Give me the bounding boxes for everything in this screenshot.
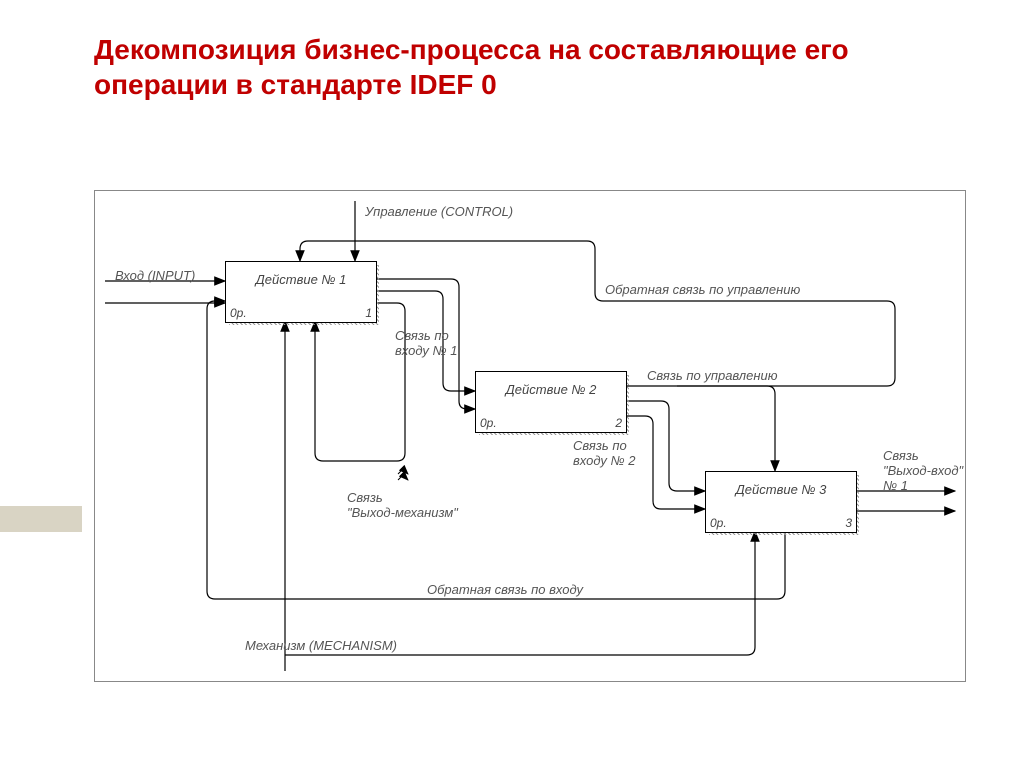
box-title: Действие № 3: [706, 482, 856, 497]
label-fb-input: Обратная связь по входу: [427, 583, 583, 598]
page-title: Декомпозиция бизнес-процесса на составля…: [94, 32, 924, 102]
label-mechanism: Механизм (MECHANISM): [245, 639, 397, 654]
label-out-mech: Связь "Выход-механизм": [347, 491, 458, 521]
box-br: 2: [615, 416, 622, 430]
edge-a2-a3-1: [625, 401, 705, 491]
label-link-in1: Связь по входу № 1: [395, 329, 457, 359]
idef-box-a1: Действие № 1 0р. 1: [225, 261, 377, 323]
label-link-in2: Связь по входу № 2: [573, 439, 635, 469]
box-bl: 0р.: [710, 516, 727, 530]
label-control: Управление (CONTROL): [365, 205, 513, 220]
box-title: Действие № 2: [476, 382, 626, 397]
idef-box-a2: Действие № 2 0р. 2: [475, 371, 627, 433]
diagram-frame: Действие № 1 0р. 1 Действие № 2 0р. 2 Де…: [94, 190, 966, 682]
box-title: Действие № 1: [226, 272, 376, 287]
box-br: 3: [845, 516, 852, 530]
box-bl: 0р.: [480, 416, 497, 430]
label-out-in1: Связь "Выход-вход" № 1: [883, 449, 963, 494]
label-input: Вход (INPUT): [115, 269, 195, 284]
edge-out-mech: [315, 303, 405, 461]
edge-feedback-input: [207, 301, 785, 599]
box-bl: 0р.: [230, 306, 247, 320]
accent-bar: [0, 506, 82, 532]
label-link-ctrl: Связь по управлению: [647, 369, 778, 384]
label-fb-control: Обратная связь по управлению: [605, 283, 800, 298]
edge-a2-a3-2: [625, 416, 705, 509]
idef-box-a3: Действие № 3 0р. 3: [705, 471, 857, 533]
edge-feedback-control: [300, 241, 895, 386]
edge-control-a2-a3: [677, 386, 775, 471]
box-br: 1: [365, 306, 372, 320]
